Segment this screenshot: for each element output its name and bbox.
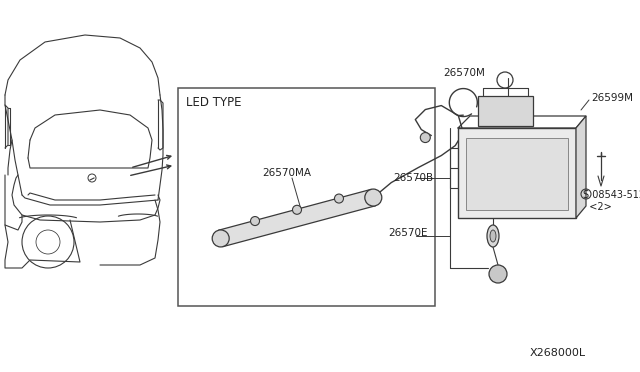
Circle shape [365, 189, 382, 206]
Bar [466, 138, 568, 210]
Circle shape [292, 205, 301, 214]
Text: X268000L: X268000L [530, 348, 586, 358]
Ellipse shape [487, 225, 499, 247]
Bar [178, 88, 435, 306]
Bar [478, 96, 533, 126]
Text: 26599M: 26599M [591, 93, 633, 103]
Text: LED TYPE: LED TYPE [186, 96, 241, 109]
Circle shape [212, 230, 229, 247]
Circle shape [420, 132, 430, 142]
Circle shape [335, 194, 344, 203]
Text: 26570E: 26570E [388, 228, 428, 238]
Text: S 08543-51208
  <2>: S 08543-51208 <2> [583, 190, 640, 212]
Polygon shape [576, 116, 586, 218]
Polygon shape [218, 189, 376, 247]
Circle shape [250, 217, 260, 225]
Text: 26570B: 26570B [393, 173, 433, 183]
Text: 26570MA: 26570MA [262, 168, 311, 178]
Text: 26570M: 26570M [443, 68, 485, 78]
Bar [458, 128, 576, 218]
Ellipse shape [490, 230, 496, 242]
Circle shape [489, 265, 507, 283]
